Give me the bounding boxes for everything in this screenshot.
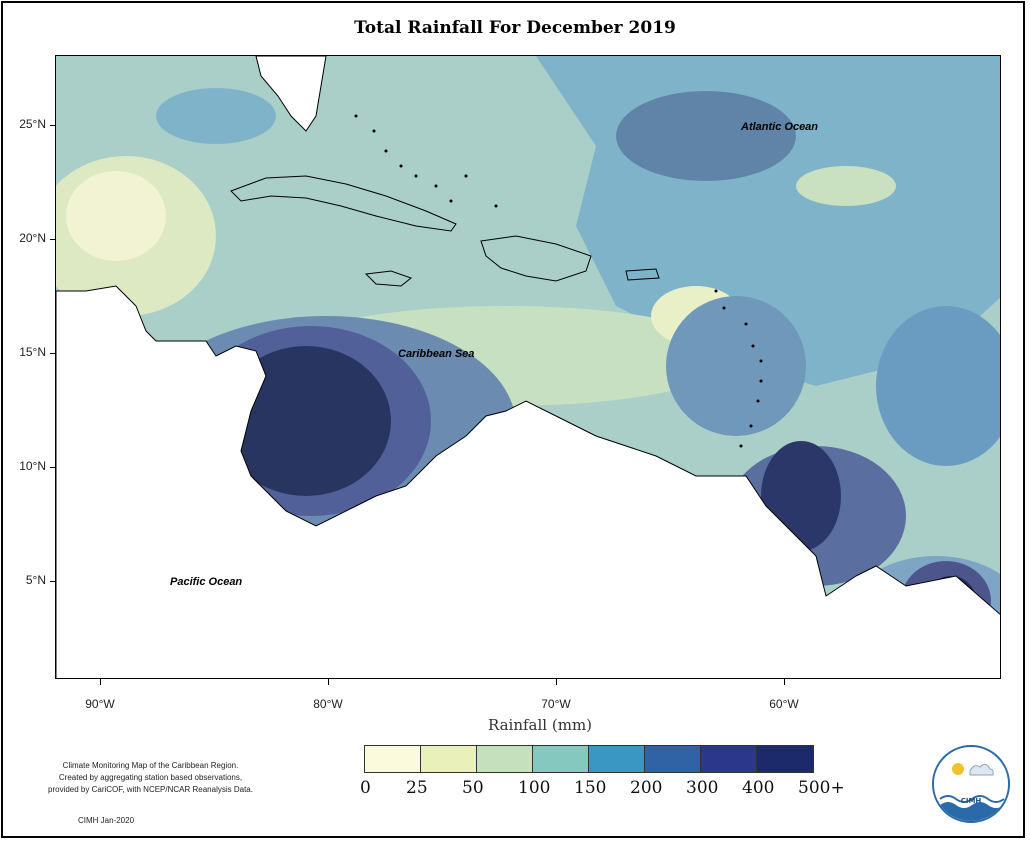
wet-zone-east-atlantic — [876, 306, 1000, 466]
wet-patch-gulf — [156, 88, 276, 144]
legend-swatch — [645, 746, 701, 772]
lon-tick-70w: 70°W — [541, 697, 571, 711]
cimh-logo-text: CIMH — [960, 797, 982, 805]
lat-tick-5n: 5°N — [25, 573, 46, 587]
source-note: Climate Monitoring Map of the Caribbean … — [18, 760, 283, 796]
label-atlantic-ocean: Atlantic Ocean — [741, 121, 819, 133]
lat-tick-10n: 10°N — [19, 459, 46, 473]
rainfall-map-svg — [56, 56, 1000, 678]
lesser-antilles-islands — [714, 289, 763, 448]
legend-swatch — [757, 746, 813, 772]
wet-zone-lesser-antilles — [666, 296, 806, 436]
lon-tick-mark — [784, 679, 785, 685]
source-note-line-1: Climate Monitoring Map of the Caribbean … — [62, 761, 239, 770]
legend-swatch — [421, 746, 477, 772]
lon-tick-mark — [556, 679, 557, 685]
source-note-line-3: provided by CariCOF, with NCEP/NCAR Rean… — [48, 785, 253, 794]
credit-text: CIMH Jan-2020 — [78, 816, 135, 825]
dry-zone-gulf-core — [66, 171, 166, 261]
land-florida — [255, 56, 327, 132]
cimh-logo-icon — [939, 763, 1005, 821]
legend-swatch — [589, 746, 645, 772]
coast-jamaica — [364, 270, 413, 287]
legend-label: 0 — [360, 778, 371, 798]
legend-label: 400 — [742, 778, 775, 798]
lon-tick-80w: 80°W — [313, 697, 343, 711]
legend-swatch — [365, 746, 421, 772]
lat-tick-mark — [50, 467, 56, 468]
source-note-line-2: Created by aggregating station based obs… — [58, 773, 243, 782]
cloud-icon — [969, 763, 994, 776]
dry-patch-atlantic — [796, 166, 896, 206]
cimh-logo: CIMH — [932, 745, 1010, 823]
lat-tick-mark — [50, 581, 56, 582]
legend-label: 50 — [462, 778, 484, 798]
legend-color-bar — [364, 745, 814, 773]
lat-tick-15n: 15°N — [19, 345, 46, 359]
legend-label: 200 — [630, 778, 663, 798]
legend-label: 500+ — [798, 778, 845, 798]
coast-cuba — [230, 175, 457, 232]
legend-swatch — [701, 746, 757, 772]
lat-tick-mark — [50, 239, 56, 240]
sun-icon — [952, 763, 964, 775]
legend-label: 150 — [574, 778, 607, 798]
lat-tick-mark — [50, 125, 56, 126]
legend-swatch — [533, 746, 589, 772]
lat-tick-mark — [50, 353, 56, 354]
wet-core-atlantic — [616, 91, 796, 181]
legend-swatch — [477, 746, 533, 772]
legend-title: Rainfall (mm) — [487, 716, 593, 734]
legend-label: 25 — [406, 778, 428, 798]
lon-tick-60w: 60°W — [769, 697, 799, 711]
rainfall-map: Atlantic Ocean Caribbean Sea Pacific Oce… — [55, 55, 1001, 679]
lon-tick-90w: 90°W — [85, 697, 115, 711]
wet-core-sw-caribbean — [221, 346, 391, 496]
land-mainland — [56, 285, 1000, 678]
coast-puerto-rico — [625, 268, 660, 281]
coast-hispaniola — [480, 235, 592, 282]
label-caribbean-sea: Caribbean Sea — [398, 348, 475, 360]
waves-icon — [940, 802, 1004, 821]
bahamas-islands — [354, 114, 498, 208]
lon-tick-mark — [100, 679, 101, 685]
lat-tick-20n: 20°N — [19, 231, 46, 245]
lat-tick-25n: 25°N — [19, 117, 46, 131]
label-pacific-ocean: Pacific Ocean — [170, 576, 243, 588]
lon-tick-mark — [328, 679, 329, 685]
legend-label: 300 — [686, 778, 719, 798]
legend-label: 100 — [518, 778, 551, 798]
map-title: Total Rainfall For December 2019 — [354, 18, 676, 38]
